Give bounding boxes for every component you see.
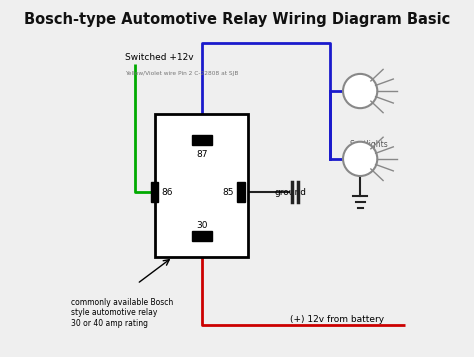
Text: Switched +12v: Switched +12v	[125, 54, 193, 62]
Text: commonly available Bosch
style automotive relay
30 or 40 amp rating: commonly available Bosch style automotiv…	[71, 298, 173, 328]
Bar	[192, 231, 212, 241]
Text: (+) 12v from battery: (+) 12v from battery	[290, 315, 384, 324]
Circle shape	[343, 74, 377, 108]
Text: 87: 87	[197, 150, 208, 159]
Bar	[155, 114, 248, 257]
Text: 85: 85	[223, 187, 234, 197]
Bar	[151, 182, 158, 202]
Text: Bosch-type Automotive Relay Wiring Diagram Basic: Bosch-type Automotive Relay Wiring Diagr…	[24, 12, 450, 27]
Text: 30: 30	[197, 221, 208, 230]
Bar	[237, 182, 245, 202]
Text: ground: ground	[274, 187, 307, 197]
Text: Spotlights: Spotlights	[349, 140, 388, 149]
Text: Yellow/Violet wire Pin 2 C-22808 at SJB: Yellow/Violet wire Pin 2 C-22808 at SJB	[125, 71, 238, 76]
Circle shape	[343, 142, 377, 176]
Bar	[192, 135, 212, 145]
Text: 86: 86	[161, 187, 173, 197]
